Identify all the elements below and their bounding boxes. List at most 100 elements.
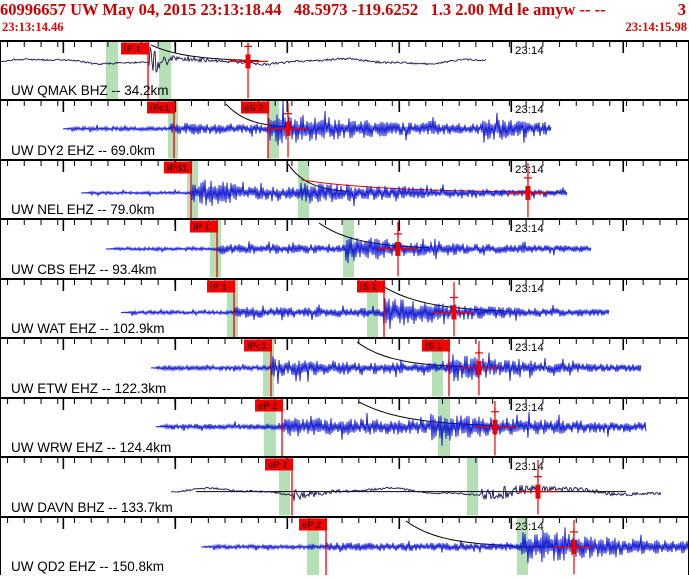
minor-tick: [7, 101, 9, 107]
pick-flag[interactable]: iS 1: [421, 339, 450, 397]
waveform[interactable]: [170, 484, 662, 501]
minor-tick: [23, 339, 25, 345]
trace-panel[interactable]: iPc1 eS 2 23:14 UW DY2 EHZ -- 69.0km: [0, 99, 689, 159]
waveform[interactable]: [1, 46, 487, 73]
minor-tick: [391, 41, 393, 47]
pick-flag[interactable]: eP 2: [255, 398, 284, 457]
pick-flag[interactable]: iPc1: [147, 101, 176, 159]
coda-duration-marker[interactable]: [228, 42, 269, 99]
major-tick: [62, 458, 65, 470]
minor-tick: [107, 398, 109, 404]
trace-plot[interactable]: iPc1 iS 1 23:14: [1, 337, 689, 397]
minor-tick: [559, 101, 561, 107]
trace-panel[interactable]: eP 2 23:14 UW WRW EHZ -- 124.4km: [0, 396, 689, 457]
pick-flag[interactable]: iPd1: [164, 160, 193, 219]
pick-flag[interactable]: iP 1: [207, 279, 236, 338]
trace-panel[interactable]: iPd1 23:14 UW NEL EHZ -- 79.0km: [0, 158, 689, 219]
coda-duration-marker[interactable]: [553, 519, 594, 575]
coda-duration-marker[interactable]: [507, 162, 548, 218]
coda-duration-marker[interactable]: [474, 400, 515, 456]
waveform[interactable]: [155, 411, 647, 446]
trace-panel[interactable]: iP 1 23:14 UW CBS EHZ -- 93.4km: [0, 218, 689, 278]
decay-curve: [405, 520, 513, 546]
pick-flag[interactable]: iP 1: [190, 220, 219, 278]
trace-plot[interactable]: iP 1 23:14: [1, 218, 689, 278]
minor-tick: [441, 458, 443, 464]
minor-tick: [391, 517, 393, 523]
coda-duration-marker[interactable]: [517, 460, 558, 515]
trace-plot[interactable]: iP 1 23:14: [1, 40, 689, 100]
coda-duration-marker[interactable]: [377, 222, 418, 277]
minor-tick: [575, 279, 577, 285]
trace-panel[interactable]: eP 2 23:14 UW QD2 EHZ -- 150.8km: [0, 515, 689, 576]
minute-tick-label: 23:14: [515, 104, 544, 116]
pick-flag[interactable]: iP 1: [121, 41, 150, 100]
waveform[interactable]: [81, 179, 568, 206]
major-tick: [62, 339, 65, 351]
minor-tick: [676, 41, 678, 47]
trace-panel[interactable]: iP 1 iS 1 23:14 UW WAT EHZ -- 102.9km: [0, 277, 689, 338]
pick-flag[interactable]: eS 2: [241, 101, 270, 159]
minor-tick: [57, 220, 59, 226]
decay-curve: [318, 222, 429, 249]
trace-plot[interactable]: iP 1 iS 1 23:14: [1, 277, 689, 338]
trace-plot[interactable]: iPc1 eS 2 23:14: [1, 99, 689, 159]
trace-panels: iP 1 23:14 UW QMAK BHZ -- 34.2km iPc1 eS 2 23…: [0, 40, 689, 578]
pick-flag[interactable]: eP 2: [265, 458, 294, 516]
minor-tick: [23, 398, 25, 404]
minor-tick: [659, 279, 661, 285]
event-summary: 60996657 UW May 04, 2015 23:13:18.44 48.…: [0, 0, 606, 19]
major-tick: [286, 339, 289, 351]
minor-tick: [140, 160, 142, 166]
minor-tick: [391, 339, 393, 345]
minor-tick: [224, 220, 226, 226]
trace-panel[interactable]: eP 2 23:14 UW DAVN BHZ -- 133.7km: [0, 456, 689, 516]
minor-tick: [492, 160, 494, 166]
minor-tick: [308, 220, 310, 226]
minor-tick: [508, 101, 510, 107]
waveform[interactable]: [120, 298, 610, 329]
waveform[interactable]: [150, 352, 642, 385]
header-corner-count: 3: [677, 0, 686, 19]
pick-window-band: [307, 517, 320, 576]
major-tick: [174, 220, 177, 232]
minor-tick: [508, 41, 510, 47]
minor-tick: [107, 279, 109, 285]
minor-tick: [391, 160, 393, 166]
minor-tick: [73, 41, 75, 47]
pick-flag[interactable]: iPc1: [244, 339, 273, 397]
minor-tick: [40, 517, 42, 523]
pick-flag[interactable]: iS 1: [356, 279, 385, 338]
waveform[interactable]: [105, 237, 592, 264]
minor-tick: [592, 160, 594, 166]
station-label: UW NEL EHZ -- 79.0km: [11, 202, 155, 218]
pick-flag[interactable]: eP 2: [299, 517, 328, 576]
minor-tick: [157, 279, 159, 285]
minor-tick: [308, 41, 310, 47]
minor-tick: [224, 398, 226, 404]
waveform[interactable]: [62, 101, 552, 146]
trace-plot[interactable]: eP 2 23:14: [1, 515, 689, 576]
trace-plot[interactable]: iPd1 23:14: [1, 158, 689, 219]
minute-tick-label: 23:14: [515, 283, 544, 295]
trace-panel[interactable]: iPc1 iS 1 23:14 UW ETW EHZ -- 122.3km: [0, 337, 689, 397]
coda-duration-marker[interactable]: [268, 103, 309, 158]
coda-duration-marker[interactable]: [458, 341, 499, 396]
minor-tick: [659, 339, 661, 345]
waveform[interactable]: [200, 526, 689, 563]
trace-panel[interactable]: iP 1 23:14 UW QMAK BHZ -- 34.2km: [0, 40, 689, 100]
minor-tick: [425, 220, 427, 226]
coda-duration-marker[interactable]: [433, 281, 474, 337]
minor-tick: [358, 160, 360, 166]
minor-tick: [157, 160, 159, 166]
trace-plot[interactable]: eP 2 23:14: [1, 456, 689, 516]
trace-plot[interactable]: eP 2 23:14: [1, 396, 689, 457]
panel-top-line: [1, 218, 688, 221]
minor-tick: [157, 398, 159, 404]
minor-tick: [140, 279, 142, 285]
minor-tick: [492, 41, 494, 47]
minor-tick: [257, 220, 259, 226]
decay-curve: [356, 341, 463, 368]
minor-tick: [676, 101, 678, 107]
major-tick: [510, 41, 513, 53]
